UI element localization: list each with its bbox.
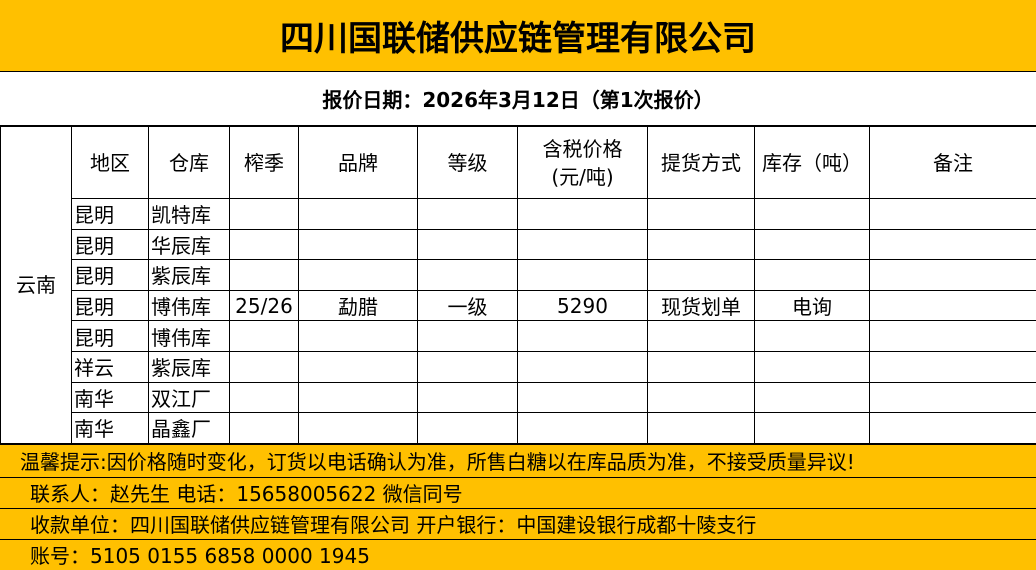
column-header: 等级 — [418, 127, 518, 199]
table-cell[interactable] — [870, 290, 1036, 321]
table-cell[interactable] — [870, 351, 1036, 382]
quote-date: 报价日期：2026年3月12日（第1次报价） — [0, 72, 1036, 126]
table-cell[interactable] — [648, 413, 755, 444]
table-cell[interactable]: 紫辰库 — [149, 260, 230, 291]
table-row: 昆明博伟库 — [1, 321, 1036, 352]
table-cell[interactable] — [518, 199, 648, 230]
table-cell[interactable] — [870, 321, 1036, 352]
table-cell[interactable] — [870, 413, 1036, 444]
table-cell[interactable] — [230, 413, 299, 444]
table-row: 南华双江厂 — [1, 382, 1036, 413]
table-cell[interactable] — [755, 382, 870, 413]
table-cell[interactable] — [518, 321, 648, 352]
column-header: 品牌 — [299, 127, 418, 199]
table-cell[interactable] — [648, 321, 755, 352]
table-cell[interactable] — [755, 351, 870, 382]
table-cell[interactable] — [648, 351, 755, 382]
table-cell[interactable] — [648, 199, 755, 230]
table-cell[interactable] — [518, 260, 648, 291]
table-cell[interactable] — [418, 413, 518, 444]
table-cell[interactable]: 昆明 — [72, 199, 149, 230]
table-cell[interactable] — [418, 382, 518, 413]
company-title: 四川国联储供应链管理有限公司 — [0, 0, 1036, 72]
table-cell[interactable] — [299, 413, 418, 444]
table-cell[interactable]: 5290 — [518, 290, 648, 321]
table-row: 昆明华辰库 — [1, 229, 1036, 260]
table-cell[interactable] — [870, 199, 1036, 230]
column-header: 地区 — [72, 127, 149, 199]
table-cell[interactable]: 现货划单 — [648, 290, 755, 321]
table-cell[interactable]: 双江厂 — [149, 382, 230, 413]
table-row: 昆明凯特库 — [1, 199, 1036, 230]
table-cell[interactable] — [518, 382, 648, 413]
table-cell[interactable] — [755, 199, 870, 230]
table-cell[interactable]: 晶鑫厂 — [149, 413, 230, 444]
table-cell[interactable] — [755, 413, 870, 444]
table-cell[interactable] — [648, 229, 755, 260]
table-cell[interactable] — [418, 321, 518, 352]
table-cell[interactable]: 博伟库 — [149, 321, 230, 352]
account-number: 账号：5105 0155 6858 0000 1945 — [0, 539, 1036, 570]
table-cell[interactable] — [518, 229, 648, 260]
table-cell[interactable] — [755, 321, 870, 352]
table-cell[interactable] — [299, 260, 418, 291]
table-cell[interactable] — [870, 260, 1036, 291]
table-row: 祥云紫辰库 — [1, 351, 1036, 382]
payee-info: 收款单位：四川国联储供应链管理有限公司 开户银行：中国建设银行成都十陵支行 — [0, 508, 1036, 539]
table-cell[interactable] — [870, 382, 1036, 413]
table-cell[interactable] — [755, 260, 870, 291]
table-cell[interactable] — [755, 229, 870, 260]
table-cell[interactable] — [870, 229, 1036, 260]
table-cell[interactable] — [230, 260, 299, 291]
table-cell[interactable]: 昆明 — [72, 229, 149, 260]
column-header: 提货方式 — [648, 127, 755, 199]
table-cell[interactable]: 勐腊 — [299, 290, 418, 321]
column-header: 库存（吨） — [755, 127, 870, 199]
table-cell[interactable] — [299, 199, 418, 230]
table-row: 南华晶鑫厂 — [1, 413, 1036, 444]
province-cell: 云南 — [1, 127, 72, 444]
table-cell[interactable] — [230, 199, 299, 230]
table-cell[interactable] — [418, 351, 518, 382]
table-cell[interactable] — [648, 382, 755, 413]
table-cell[interactable]: 电询 — [755, 290, 870, 321]
column-header: 仓库 — [149, 127, 230, 199]
table-cell[interactable] — [518, 351, 648, 382]
table-cell[interactable]: 一级 — [418, 290, 518, 321]
table-cell[interactable] — [518, 413, 648, 444]
table-cell[interactable]: 凯特库 — [149, 199, 230, 230]
table-cell[interactable] — [418, 199, 518, 230]
table-cell[interactable]: 昆明 — [72, 321, 149, 352]
column-header: 榨季 — [230, 127, 299, 199]
table-cell[interactable] — [230, 229, 299, 260]
table-cell[interactable]: 昆明 — [72, 290, 149, 321]
table-cell[interactable]: 华辰库 — [149, 229, 230, 260]
price-table: 云南地区仓库榨季品牌等级含税价格 (元/吨)提货方式库存（吨）备注昆明凯特库昆明… — [0, 126, 1036, 444]
table-cell[interactable] — [648, 260, 755, 291]
table-cell[interactable]: 25/26 — [230, 290, 299, 321]
table-cell[interactable]: 昆明 — [72, 260, 149, 291]
table-cell[interactable]: 祥云 — [72, 351, 149, 382]
column-header: 备注 — [870, 127, 1036, 199]
table-cell[interactable] — [230, 351, 299, 382]
table-cell[interactable] — [299, 382, 418, 413]
table-cell[interactable] — [230, 321, 299, 352]
header-row: 云南地区仓库榨季品牌等级含税价格 (元/吨)提货方式库存（吨）备注 — [1, 127, 1036, 199]
notice: 温馨提示:因价格随时变化，订货以电话确认为准，所售白糖以在库品质为准，不接受质量… — [0, 444, 1036, 477]
column-header: 含税价格 (元/吨) — [518, 127, 648, 199]
table-cell[interactable] — [299, 229, 418, 260]
table-row: 昆明紫辰库 — [1, 260, 1036, 291]
table-cell[interactable] — [299, 351, 418, 382]
contact-info: 联系人：赵先生 电话：15658005622 微信同号 — [0, 477, 1036, 508]
table-cell[interactable]: 博伟库 — [149, 290, 230, 321]
table-cell[interactable]: 紫辰库 — [149, 351, 230, 382]
table-cell[interactable]: 南华 — [72, 382, 149, 413]
table-cell[interactable] — [230, 382, 299, 413]
table-cell[interactable]: 南华 — [72, 413, 149, 444]
table-cell[interactable] — [418, 229, 518, 260]
table-cell[interactable] — [418, 260, 518, 291]
table-cell[interactable] — [299, 321, 418, 352]
